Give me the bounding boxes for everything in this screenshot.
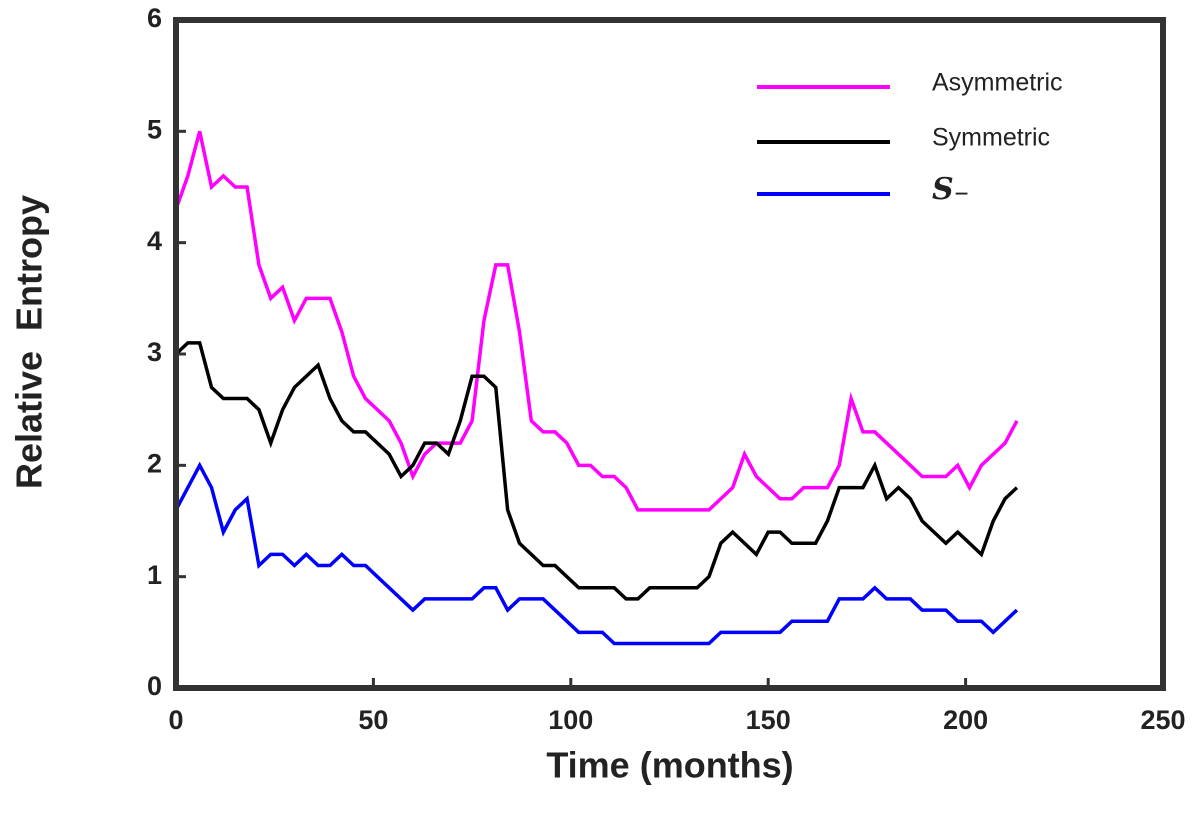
x-tick-label: 250 xyxy=(1140,705,1185,735)
legend-label: S₋ xyxy=(932,172,970,207)
legend-label: Asymmetric xyxy=(932,69,1063,97)
x-axis-label: Time (months) xyxy=(546,745,793,786)
x-tick-label: 200 xyxy=(943,705,988,735)
legend-label: Symmetric xyxy=(932,124,1050,152)
plot-frame xyxy=(173,17,1166,691)
y-tick-label: 2 xyxy=(147,448,162,478)
y-tick-label: 5 xyxy=(147,114,162,144)
x-tick-label: 0 xyxy=(168,705,183,735)
y-tick-label: 1 xyxy=(147,560,162,590)
x-tick-label: 50 xyxy=(358,705,388,735)
data-line xyxy=(174,341,1019,601)
data-line xyxy=(174,130,1019,512)
y-tick-label: 6 xyxy=(147,3,162,33)
y-tick-label: 3 xyxy=(147,337,162,367)
x-tick-label: 150 xyxy=(746,705,791,735)
x-tick-label: 100 xyxy=(548,705,593,735)
y-tick-label: 4 xyxy=(147,226,162,256)
y-tick-label: 0 xyxy=(147,671,162,701)
y-axis-label: Relative Entropy xyxy=(9,195,50,489)
data-line xyxy=(174,461,1019,646)
